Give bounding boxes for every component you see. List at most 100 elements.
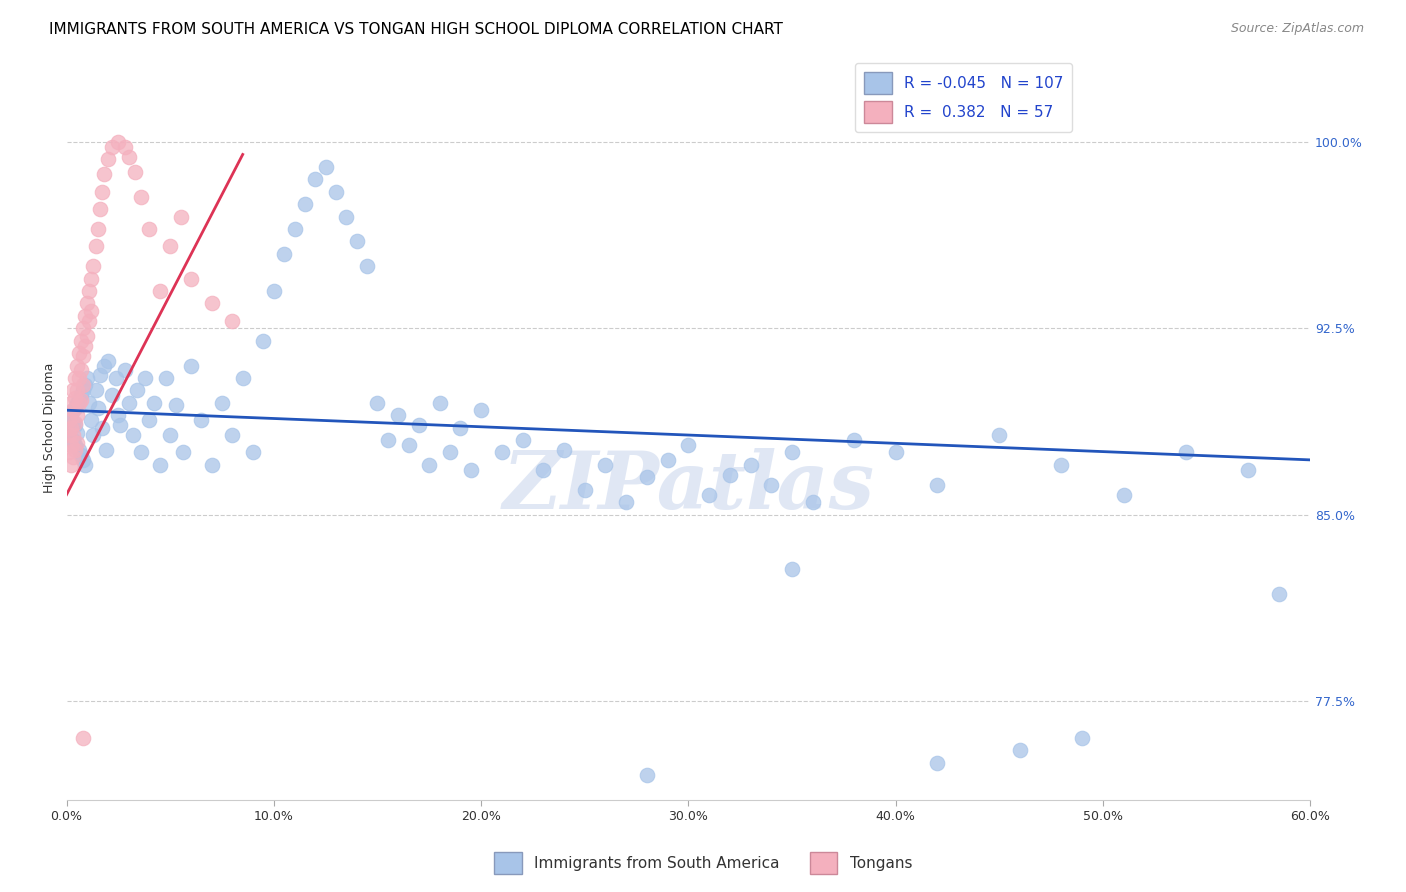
Point [58, 413, 80, 427]
Point [67, 346, 90, 360]
Point [66, 435, 89, 450]
Point [75, 339, 97, 353]
Point [72, 731, 94, 745]
Point [304, 172, 326, 186]
Point [134, 371, 156, 385]
Point [460, 463, 482, 477]
Point [75, 378, 97, 392]
Point [62, 384, 84, 398]
Text: Source: ZipAtlas.com: Source: ZipAtlas.com [1230, 22, 1364, 36]
Point [93, 167, 115, 181]
Point [125, 384, 148, 398]
Point [72, 453, 94, 467]
Point [63, 416, 86, 430]
Point [105, 371, 128, 385]
Point [273, 247, 295, 261]
Point [59, 396, 82, 410]
Point [780, 445, 803, 459]
Point [114, 363, 136, 377]
Point [925, 756, 948, 770]
Point [138, 222, 160, 236]
Point [66, 396, 89, 410]
Point [159, 428, 181, 442]
Point [76, 296, 98, 310]
Point [72, 384, 94, 398]
Point [62, 416, 84, 430]
Point [118, 150, 141, 164]
Point [678, 438, 700, 452]
Point [63, 371, 86, 385]
Point [512, 433, 534, 447]
Point [107, 135, 129, 149]
Point [75, 458, 97, 472]
Point [67, 371, 90, 385]
Point [79, 396, 101, 410]
Point [718, 467, 741, 482]
Point [801, 495, 824, 509]
Point [780, 562, 803, 576]
Point [86, 401, 108, 415]
Point [439, 445, 461, 459]
Text: ZIPatlas: ZIPatlas [502, 449, 875, 526]
Point [62, 403, 84, 417]
Point [84, 239, 107, 253]
Point [66, 425, 89, 440]
Point [697, 488, 720, 502]
Point [80, 304, 103, 318]
Legend: Immigrants from South America, Tongans: Immigrants from South America, Tongans [488, 846, 918, 880]
Point [93, 359, 115, 373]
Point [118, 396, 141, 410]
Point [58, 428, 80, 442]
Point [101, 140, 124, 154]
Point [67, 442, 90, 457]
Point [201, 458, 224, 472]
Point [190, 413, 212, 427]
Point [66, 359, 89, 373]
Point [84, 384, 107, 398]
Point [63, 418, 86, 433]
Point [315, 160, 337, 174]
Point [159, 239, 181, 253]
Point [180, 271, 202, 285]
Point [72, 321, 94, 335]
Point [429, 396, 451, 410]
Point [79, 314, 101, 328]
Point [657, 453, 679, 467]
Point [553, 442, 575, 457]
Point [72, 349, 94, 363]
Point [101, 388, 124, 402]
Point [165, 398, 187, 412]
Point [62, 428, 84, 442]
Point [66, 408, 89, 422]
Point [1174, 445, 1197, 459]
Point [110, 418, 132, 433]
Point [221, 314, 243, 328]
Point [366, 396, 388, 410]
Point [1008, 743, 1031, 757]
Point [129, 445, 152, 459]
Point [614, 495, 637, 509]
Point [988, 428, 1011, 442]
Point [75, 309, 97, 323]
Point [70, 448, 93, 462]
Point [124, 165, 146, 179]
Point [211, 396, 233, 410]
Point [63, 442, 86, 457]
Point [86, 222, 108, 236]
Y-axis label: High School Diploma: High School Diploma [44, 362, 56, 492]
Point [408, 418, 430, 433]
Point [294, 197, 316, 211]
Point [242, 445, 264, 459]
Point [149, 458, 172, 472]
Point [89, 202, 111, 216]
Point [491, 445, 513, 459]
Point [58, 445, 80, 459]
Point [283, 222, 305, 236]
Text: IMMIGRANTS FROM SOUTH AMERICA VS TONGAN HIGH SCHOOL DIPLOMA CORRELATION CHART: IMMIGRANTS FROM SOUTH AMERICA VS TONGAN … [49, 22, 783, 37]
Point [129, 189, 152, 203]
Point [80, 413, 103, 427]
Point [531, 463, 554, 477]
Point [76, 328, 98, 343]
Point [62, 403, 84, 417]
Point [63, 401, 86, 415]
